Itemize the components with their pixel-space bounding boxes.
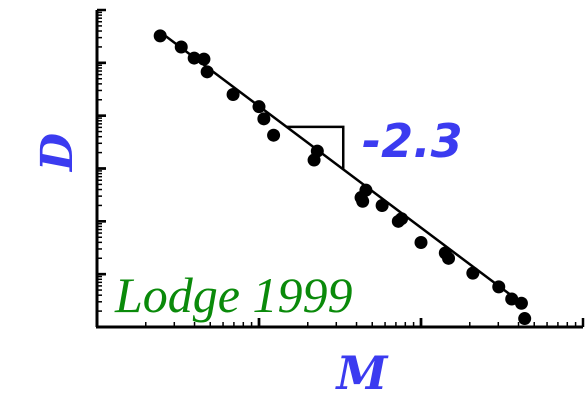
reference-label: Lodge 1999 bbox=[114, 267, 353, 323]
slope-triangle bbox=[286, 125, 345, 170]
slope-label: -2.3 bbox=[362, 114, 463, 168]
data-point bbox=[187, 51, 201, 65]
x-axis-label: M bbox=[335, 346, 390, 394]
data-point bbox=[514, 296, 528, 310]
data-point bbox=[442, 251, 456, 265]
data-point bbox=[492, 280, 506, 294]
data-point bbox=[466, 266, 480, 280]
data-point bbox=[356, 194, 370, 208]
data-point bbox=[267, 128, 281, 142]
data-point bbox=[395, 212, 409, 226]
data-point bbox=[197, 52, 211, 66]
data-points bbox=[153, 29, 532, 326]
data-point bbox=[375, 198, 389, 212]
data-point bbox=[310, 144, 324, 158]
data-point bbox=[226, 88, 240, 102]
data-point bbox=[200, 65, 214, 79]
data-point bbox=[518, 312, 532, 326]
y-axis-label: D bbox=[32, 133, 83, 173]
data-point bbox=[505, 292, 519, 306]
data-point bbox=[257, 112, 271, 126]
data-point bbox=[414, 235, 428, 249]
chart-ticks bbox=[95, 8, 585, 329]
data-point bbox=[252, 100, 266, 114]
data-point bbox=[153, 29, 167, 43]
data-point bbox=[174, 40, 188, 54]
